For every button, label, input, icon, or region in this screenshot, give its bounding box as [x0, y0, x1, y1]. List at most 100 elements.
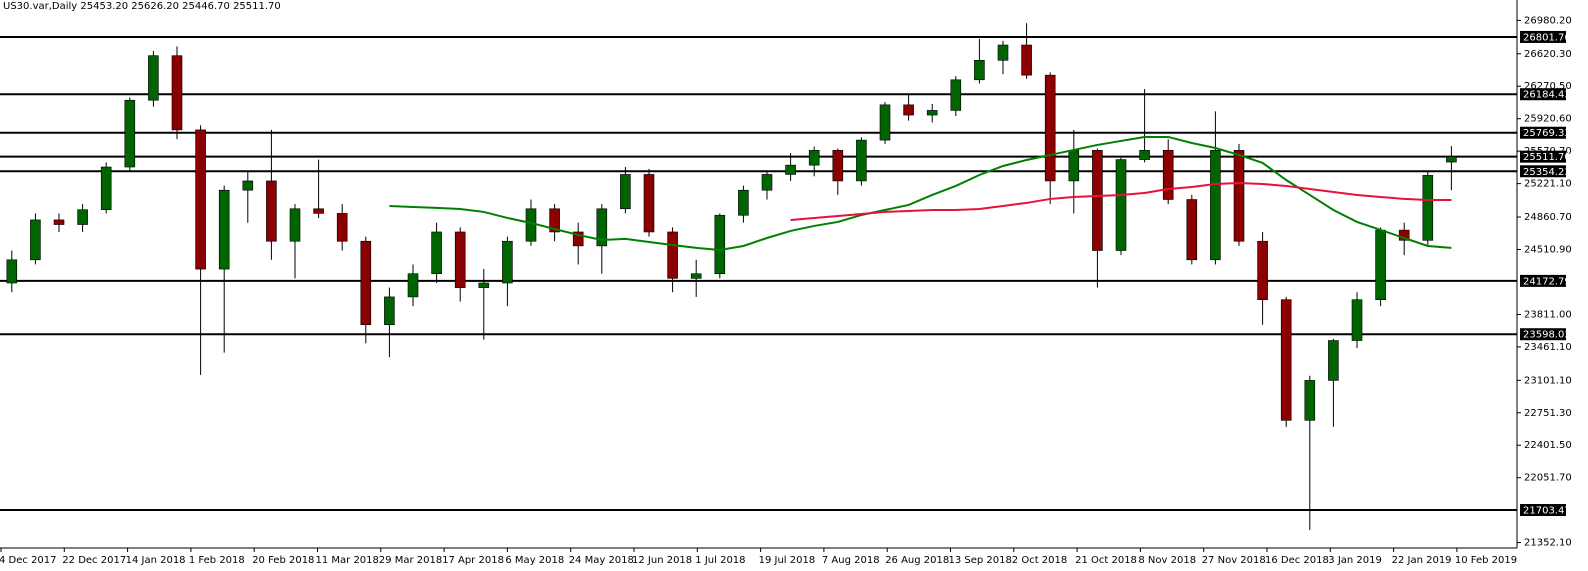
x-tick-label: 1 Feb 2018 — [189, 555, 245, 566]
x-tick-label: 10 Feb 2019 — [1455, 555, 1517, 566]
candle-body — [667, 231, 678, 279]
chart-title: US30.var,Daily 25453.20 25626.20 25446.7… — [3, 1, 281, 12]
candle-body — [502, 240, 513, 284]
candle-body — [1446, 156, 1457, 163]
candle-body — [714, 214, 726, 275]
candle-body — [266, 180, 277, 242]
candle-body — [549, 208, 560, 233]
candle-body — [1092, 150, 1103, 251]
level-label: 24172.79 — [1523, 276, 1571, 287]
y-tick-label: 26620.30 — [1524, 49, 1572, 60]
x-tick-label: 22 Jan 2019 — [1392, 555, 1452, 566]
candle-body — [974, 60, 985, 81]
x-tick-label: 24 May 2018 — [569, 555, 634, 566]
candle-body — [1280, 299, 1292, 421]
level-label: 26801.76 — [1523, 32, 1571, 43]
y-tick-label: 23811.00 — [1524, 309, 1572, 320]
y-tick-label: 25920.60 — [1524, 114, 1572, 125]
x-tick-label: 29 Mar 2018 — [379, 555, 442, 566]
x-tick-label: 26 Aug 2018 — [885, 555, 949, 566]
candle-body — [832, 150, 844, 182]
candle-body — [407, 273, 419, 298]
candle-body — [525, 208, 537, 242]
candle-body — [478, 282, 490, 288]
level-label-bg — [1520, 88, 1566, 101]
y-tick-label: 23461.10 — [1524, 342, 1572, 353]
candle-body — [218, 189, 230, 270]
candle-body — [1044, 74, 1056, 182]
candle-body — [124, 99, 136, 168]
x-tick-label: 12 Jun 2018 — [632, 555, 692, 566]
level-label-bg — [1520, 165, 1566, 178]
level-label-bg — [1520, 150, 1566, 163]
candle-body — [30, 219, 41, 261]
level-label-bg — [1520, 504, 1566, 517]
y-tick-label: 24860.70 — [1524, 212, 1572, 223]
candle-body — [148, 55, 159, 101]
x-tick-label: 27 Nov 2018 — [1202, 555, 1266, 566]
x-tick-label: 16 Dec 2018 — [1265, 555, 1329, 566]
candle-body — [289, 208, 301, 242]
candle-body — [313, 208, 324, 214]
y-tick-label: 24510.90 — [1524, 245, 1572, 256]
candle-body — [808, 150, 820, 166]
candle-body — [454, 231, 466, 288]
candle-body — [997, 44, 1009, 61]
candle-body — [1021, 44, 1032, 76]
candle-body — [738, 189, 749, 216]
x-tick-label: 11 Mar 2018 — [316, 555, 379, 566]
candle-body — [926, 110, 938, 116]
candle-body — [384, 296, 395, 326]
candle-body — [1186, 199, 1198, 261]
candle-body — [1233, 150, 1245, 242]
candle-body — [785, 164, 796, 175]
y-tick-label: 21352.10 — [1524, 538, 1572, 549]
x-tick-label: 20 Feb 2018 — [252, 555, 314, 566]
candle-body — [596, 208, 608, 247]
x-tick-label: 8 Nov 2018 — [1138, 555, 1196, 566]
x-tick-label: 14 Jan 2018 — [126, 555, 186, 566]
candle-body — [620, 174, 631, 210]
y-tick-label: 26980.20 — [1524, 15, 1572, 26]
x-tick-label: 7 Aug 2018 — [822, 555, 880, 566]
level-label: 26184.43 — [1523, 90, 1571, 101]
candle-body — [336, 213, 348, 242]
candle-body — [572, 231, 584, 247]
candle-body — [950, 79, 962, 111]
candle-body — [195, 129, 206, 270]
level-label: 25769.33 — [1523, 128, 1571, 139]
candle-body — [6, 259, 18, 284]
candle-body — [1422, 175, 1434, 241]
x-tick-label: 2 Oct 2018 — [1012, 555, 1067, 566]
candle-body — [1304, 380, 1316, 421]
level-label: 23598.03 — [1523, 330, 1571, 341]
x-tick-label: 4 Dec 2017 — [0, 555, 57, 566]
x-tick-label: 21 Oct 2018 — [1075, 555, 1137, 566]
x-tick-label: 22 Dec 2017 — [62, 555, 126, 566]
candle-body — [1375, 229, 1386, 301]
candle-body — [1139, 150, 1150, 160]
y-tick-label: 22751.30 — [1524, 408, 1572, 419]
level-label-bg — [1520, 126, 1566, 139]
x-tick-label: 13 Sep 2018 — [949, 555, 1012, 566]
candle-body — [171, 55, 183, 131]
candle-body — [761, 174, 773, 191]
candle-body — [1162, 150, 1174, 200]
candle-body — [690, 273, 702, 279]
moving-average — [389, 135, 1452, 251]
candle-body — [1398, 229, 1410, 241]
candle-body — [903, 104, 914, 116]
candle-body — [1257, 240, 1268, 301]
candle-body — [100, 166, 112, 210]
x-tick-label: 17 Apr 2018 — [442, 555, 504, 566]
x-tick-label: 1 Jul 2018 — [695, 555, 745, 566]
level-label: 21703.47 — [1523, 506, 1571, 517]
candle-body — [643, 174, 655, 233]
moving-average — [790, 181, 1452, 221]
candle-body — [879, 104, 891, 141]
candle-body — [1115, 159, 1127, 251]
level-label-bg — [1520, 274, 1566, 287]
candle-body — [77, 209, 88, 225]
